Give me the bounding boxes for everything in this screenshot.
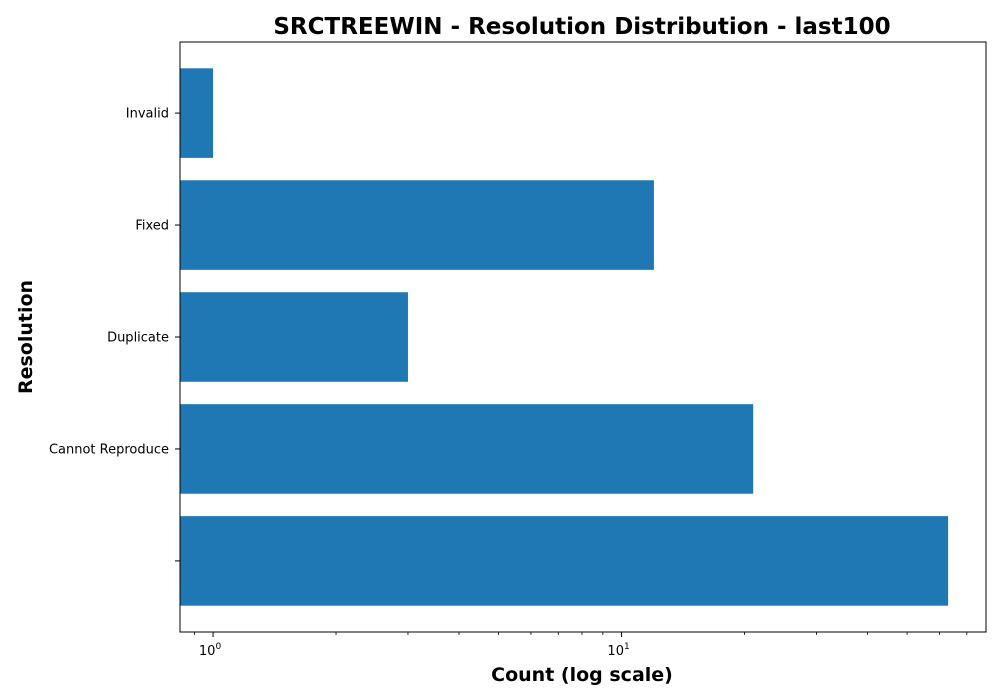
y-axis-label: Resolution bbox=[15, 280, 37, 394]
chart-title: SRCTREEWIN - Resolution Distribution - l… bbox=[273, 14, 890, 40]
y-tick-label: Invalid bbox=[126, 107, 169, 122]
y-tick-label: Fixed bbox=[135, 219, 169, 234]
plot-area: Cannot Reproduce Duplicate Fixed Invalid 100… bbox=[49, 68, 968, 659]
plot-frame bbox=[179, 41, 987, 633]
bar-blank bbox=[180, 516, 949, 606]
bar-invalid bbox=[180, 68, 214, 158]
bar-cannot-reproduce bbox=[180, 404, 754, 494]
x-axis-label: Count (log scale) bbox=[491, 664, 673, 686]
bar-fixed bbox=[180, 180, 654, 270]
bar-duplicate bbox=[180, 292, 408, 382]
x-tick-label: 101 bbox=[607, 642, 629, 659]
y-tick-label: Duplicate bbox=[107, 331, 169, 346]
x-tick-label: 100 bbox=[199, 642, 222, 659]
y-tick-label: Cannot Reproduce bbox=[49, 442, 169, 457]
